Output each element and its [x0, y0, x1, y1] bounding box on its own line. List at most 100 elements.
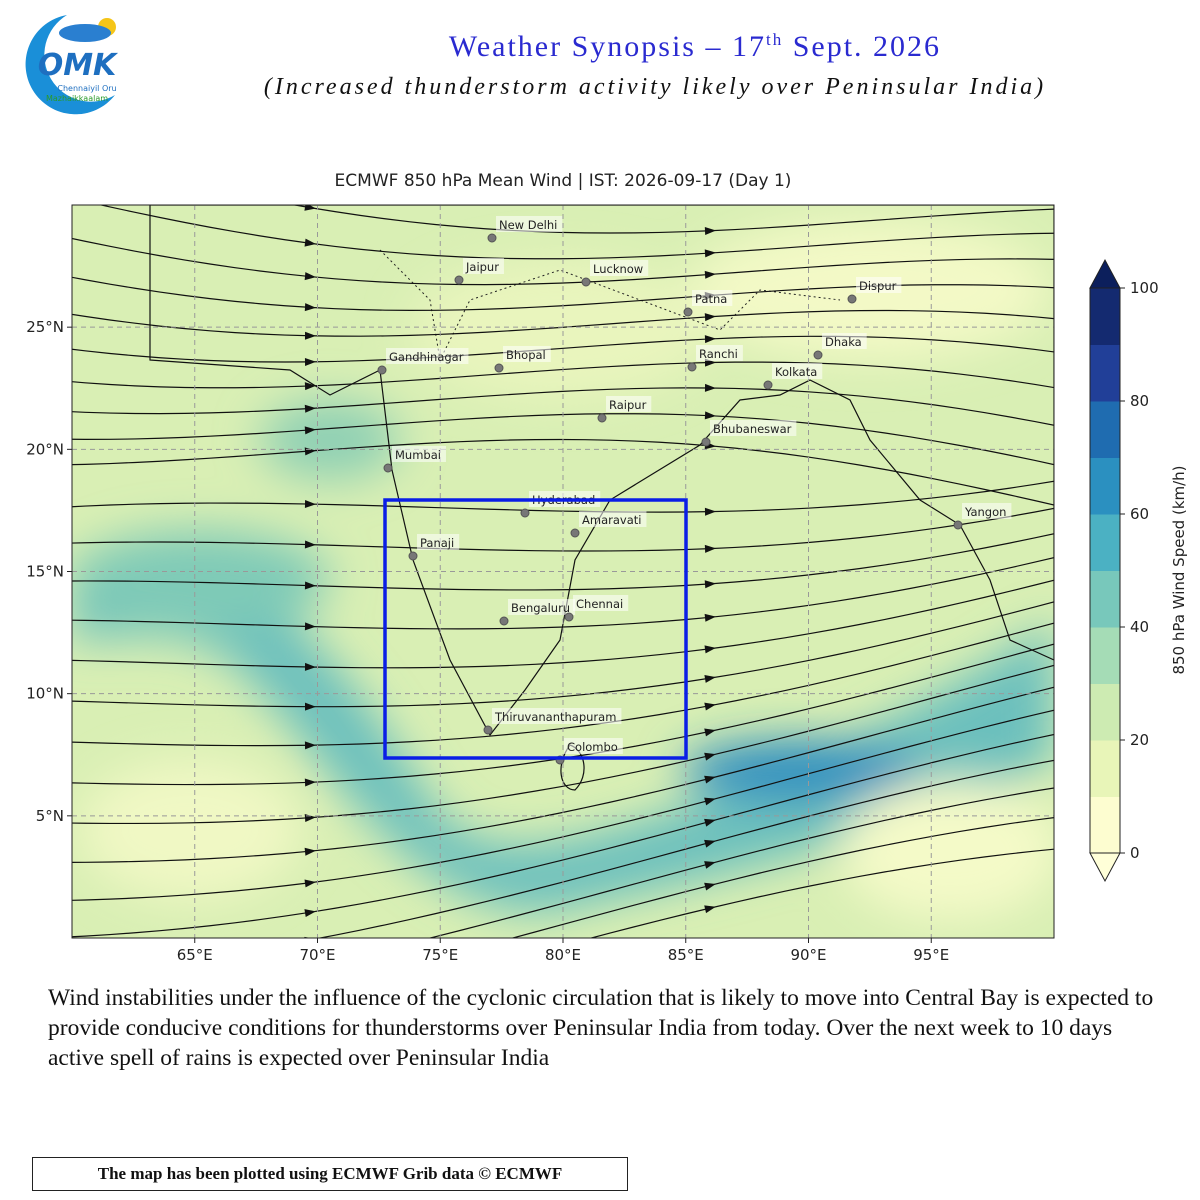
- city-label-bg: [856, 277, 902, 293]
- arrow: [704, 335, 716, 344]
- arrow: [304, 662, 316, 671]
- arrow: [704, 226, 716, 235]
- body-text: Wind instabilities under the influence o…: [48, 985, 1154, 1071]
- city-dot: [570, 528, 580, 538]
- map: ECMWF 850 hPa Mean Wind | IST: 2026-09-1…: [26, 171, 1188, 960]
- arrow: [704, 383, 716, 392]
- city-label-bg: [573, 595, 629, 611]
- city-label: Yangon: [964, 505, 1006, 519]
- streamline: [98, 205, 1054, 260]
- logo-text: Chennaiyil Oru: [57, 84, 116, 93]
- arrow: [704, 270, 716, 279]
- wind-shading: [72, 220, 1054, 920]
- colorbar-band: [1090, 401, 1120, 458]
- city-dot: [701, 437, 711, 447]
- lon-label: 80°E: [545, 946, 581, 960]
- colorbar-frame: [1089, 287, 1121, 854]
- city-label-bg: [392, 446, 446, 462]
- lat-label: 15°N: [26, 563, 64, 581]
- streamline: [72, 237, 1054, 286]
- arrow: [304, 909, 316, 918]
- colorbar-tick-label: 80: [1130, 392, 1149, 410]
- focus-box: [383, 498, 688, 760]
- arrow: [304, 622, 316, 631]
- map-title: ECMWF 850 hPa Mean Wind | IST: 2026-09-1…: [335, 171, 792, 191]
- arrow: [704, 728, 716, 737]
- lon-label: 70°E: [299, 946, 335, 960]
- streamline: [72, 507, 1054, 552]
- arrow: [704, 675, 716, 683]
- streamline: [72, 438, 1054, 506]
- lon-label: 65°E: [177, 946, 213, 960]
- title-text: Weather Synopsis – 17: [448, 30, 766, 63]
- city-label-bg: [606, 396, 652, 412]
- city-dot: [483, 725, 493, 735]
- logo-mark: OMK: [38, 48, 119, 83]
- colorbar-tick-label: 100: [1130, 279, 1159, 297]
- city-label: New Delhi: [499, 218, 557, 232]
- arrow: [704, 752, 716, 761]
- arrow: [304, 238, 316, 247]
- city-dot: [408, 551, 418, 561]
- city-dot: [597, 413, 607, 423]
- lon-label: 95°E: [913, 946, 949, 960]
- streamline: [316, 759, 1054, 938]
- streamline: [588, 848, 1054, 938]
- lat-label: 20°N: [26, 440, 64, 458]
- city-dot: [499, 616, 509, 626]
- arrow: [704, 818, 716, 827]
- colorbar-band: [1090, 514, 1120, 571]
- streamline: [72, 556, 1054, 630]
- lat-label: 10°N: [26, 685, 64, 703]
- arrow: [304, 382, 316, 391]
- arrow: [704, 905, 716, 914]
- arrow: [704, 613, 716, 622]
- streamline: [72, 601, 1054, 708]
- lon-label: 75°E: [422, 946, 458, 960]
- city-dot: [953, 520, 963, 530]
- city-dot: [763, 380, 773, 390]
- city-dot: [683, 307, 693, 317]
- city-label: Jaipur: [465, 260, 499, 274]
- colorbar-cap: [1089, 852, 1121, 883]
- streamline: [72, 664, 1054, 825]
- logo-text: Mazhaikkaalam: [46, 94, 108, 103]
- cities: New Delhi Jaipur Lucknow Patna Dispur Gandhin…: [377, 216, 1012, 765]
- arrow: [304, 499, 316, 508]
- colorbar-band: [1090, 457, 1120, 515]
- city-label-bg: [386, 348, 469, 364]
- city-label: Lucknow: [593, 262, 643, 276]
- city-dot: [581, 277, 591, 287]
- subtitle: (Increased thunderstorm activity likely …: [263, 74, 1047, 100]
- arrow: [304, 357, 316, 366]
- city-label-bg: [579, 511, 647, 527]
- streamline: [72, 413, 1054, 466]
- city-dot: [520, 508, 530, 518]
- city-label-bg: [962, 503, 1012, 519]
- streamline: [72, 579, 1054, 669]
- streamline: [72, 622, 1054, 747]
- arrow: [704, 839, 716, 848]
- logo: OMK Chennaiyil Oru Mazhaikkaalam: [25, 15, 119, 115]
- streamline: [72, 709, 1054, 901]
- city-label: Ranchi: [699, 347, 738, 361]
- colorbar: 0 20 40 60 80 100: [1089, 258, 1159, 883]
- arrow: [304, 205, 316, 211]
- streamlines: [72, 205, 1054, 938]
- city-label: Chennai: [576, 597, 623, 611]
- city-label-bg: [692, 290, 733, 306]
- arrow: [704, 702, 716, 711]
- arrow: [304, 702, 316, 711]
- city-label-bg: [508, 599, 576, 615]
- city-label: Dhaka: [825, 335, 862, 349]
- city-label-bg: [710, 420, 797, 436]
- colorbar-band: [1090, 288, 1120, 345]
- city-label: Raipur: [609, 398, 647, 412]
- footer: The map has been plotted using ECMWF Gri…: [32, 1157, 628, 1191]
- arrow: [704, 775, 716, 784]
- city-label-bg: [463, 258, 504, 274]
- colorbar-band: [1090, 683, 1120, 741]
- arrow: [304, 426, 316, 435]
- arrow: [304, 272, 316, 281]
